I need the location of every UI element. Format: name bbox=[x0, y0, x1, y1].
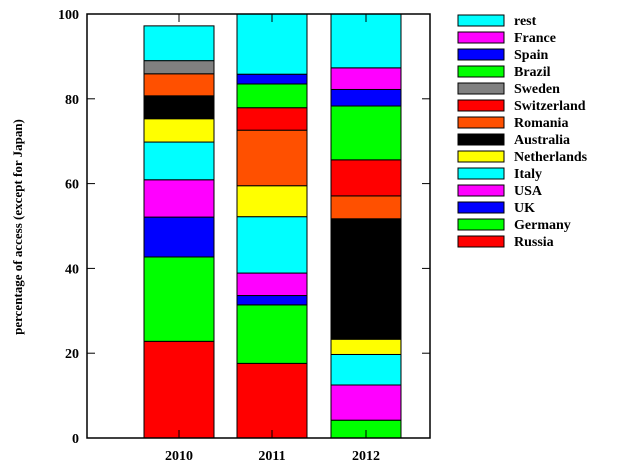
legend-label-uk: UK bbox=[514, 201, 535, 216]
legend-label-france: France bbox=[514, 31, 556, 46]
legend-label-australia: Australia bbox=[514, 133, 570, 148]
legend-swatch-usa bbox=[457, 184, 505, 197]
legend-swatch-brazil bbox=[457, 65, 505, 78]
bars bbox=[143, 13, 402, 439]
bar-segment-2011-germany bbox=[236, 304, 308, 364]
y-tick-label: 0 bbox=[72, 432, 79, 447]
bar-segment-2012-australia bbox=[330, 218, 402, 340]
legend-label-germany: Germany bbox=[514, 218, 571, 233]
legend-label-switzerland: Switzerland bbox=[514, 99, 586, 114]
legend-label-sweden: Sweden bbox=[514, 82, 560, 97]
legend-swatch-france bbox=[457, 31, 505, 44]
legend-swatch-romania bbox=[457, 116, 505, 129]
plot-frame bbox=[86, 13, 431, 439]
bar-segment-2011-romania bbox=[236, 129, 308, 187]
legend-swatch-switzerland bbox=[457, 99, 505, 112]
x-tick-label: 2010 bbox=[165, 449, 193, 464]
bar-segment-2011-netherlands bbox=[236, 185, 308, 218]
bar-segment-2011-russia bbox=[236, 362, 308, 439]
bar-segment-2012-netherlands bbox=[330, 338, 402, 355]
legend-swatch-australia bbox=[457, 133, 505, 146]
legend-swatch-russia bbox=[457, 235, 505, 248]
legend-swatch-rest bbox=[457, 14, 505, 27]
y-tick-label: 20 bbox=[65, 347, 79, 362]
legend-label-netherlands: Netherlands bbox=[514, 150, 588, 165]
bar-segment-2011-uk bbox=[236, 295, 308, 306]
bar-segment-2010-romania bbox=[143, 73, 215, 97]
legend-swatch-uk bbox=[457, 201, 505, 214]
bar-segment-2010-germany bbox=[143, 256, 215, 342]
bar-segment-2010-italy bbox=[143, 141, 215, 181]
bar-segment-2012-italy bbox=[330, 353, 402, 386]
legend-label-russia: Russia bbox=[514, 235, 554, 250]
legend-swatch-germany bbox=[457, 218, 505, 231]
bar-segment-2010-australia bbox=[143, 95, 215, 120]
bar-segment-2011-usa bbox=[236, 272, 308, 297]
legend-label-brazil: Brazil bbox=[514, 65, 551, 80]
legend-label-rest: rest bbox=[514, 14, 537, 29]
legend-label-usa: USA bbox=[514, 184, 543, 199]
bar-segment-2012-romania bbox=[330, 195, 402, 220]
bar-segment-2010-uk bbox=[143, 216, 215, 258]
bar-segment-2011-italy bbox=[236, 216, 308, 274]
bar-segment-2012-switzerland bbox=[330, 159, 402, 197]
axes: 0 20 40 60 80 100 2010 2011 2012 bbox=[58, 8, 431, 464]
bar-segment-2011-switzerland bbox=[236, 107, 308, 131]
bar-segment-2012-france bbox=[330, 67, 402, 90]
bar-segment-2012-spain bbox=[330, 88, 402, 107]
bar-segment-2011-spain bbox=[236, 73, 308, 85]
y-tick-label: 40 bbox=[65, 262, 79, 277]
legend-swatch-netherlands bbox=[457, 150, 505, 163]
legend-label-spain: Spain bbox=[514, 48, 548, 63]
y-axis-label: percentage of access (except for Japan) bbox=[10, 119, 25, 335]
bar-segment-2012-usa bbox=[330, 384, 402, 421]
legend: rest France Spain Brazil Sweden Switzerland Ro… bbox=[457, 14, 588, 250]
bar-segment-2011-rest bbox=[236, 13, 308, 75]
y-tick-label: 100 bbox=[58, 8, 79, 23]
legend-swatch-spain bbox=[457, 48, 505, 61]
legend-swatch-italy bbox=[457, 167, 505, 180]
y-tick-label: 80 bbox=[65, 93, 79, 108]
x-tick-label: 2012 bbox=[352, 449, 380, 464]
bar-segment-2011-brazil bbox=[236, 83, 308, 109]
y-tick-label: 60 bbox=[65, 178, 79, 193]
bar-segment-2010-usa bbox=[143, 179, 215, 218]
bar-segment-2010-russia bbox=[143, 340, 215, 439]
bar-segment-2012-rest bbox=[330, 13, 402, 69]
bar-segment-2010-rest bbox=[143, 25, 215, 62]
bar-segment-2012-brazil bbox=[330, 105, 402, 161]
legend-swatch-sweden bbox=[457, 82, 505, 95]
bar-segment-2010-sweden bbox=[143, 60, 215, 75]
legend-label-italy: Italy bbox=[514, 167, 542, 182]
x-tick-label: 2011 bbox=[258, 449, 285, 464]
bar-segment-2010-netherlands bbox=[143, 118, 215, 143]
legend-label-romania: Romania bbox=[514, 116, 568, 131]
